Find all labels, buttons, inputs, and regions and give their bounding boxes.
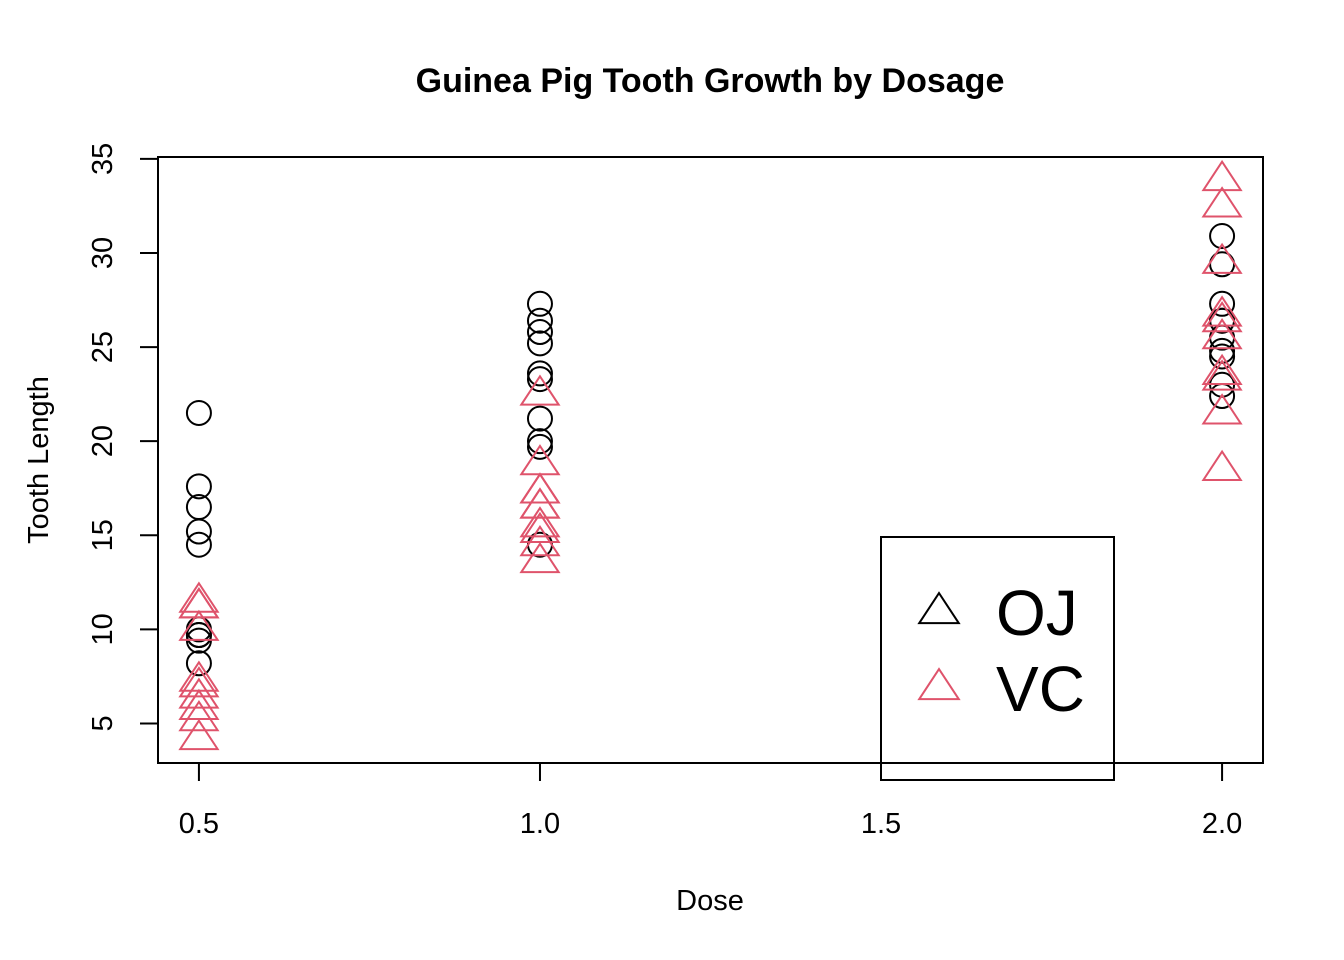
x-tick-label: 0.5: [179, 808, 219, 840]
vc-data-point: [1201, 186, 1243, 218]
chart-title: Guinea Pig Tooth Growth by Dosage: [416, 62, 1005, 100]
vc-data-point: [1201, 159, 1243, 192]
y-tick-label: 25: [87, 331, 119, 363]
oj-data-point: [526, 319, 553, 346]
y-tick-label: 5: [87, 715, 119, 731]
oj-data-point: [526, 360, 553, 387]
vc-data-point: [519, 525, 561, 557]
vc-data-point: [1201, 353, 1243, 385]
vc-data-point: [178, 666, 220, 698]
vc-data-point: [1201, 393, 1243, 425]
vc-data-point: [178, 677, 220, 709]
legend-label-vc: VC: [996, 653, 1085, 725]
vc-data-point: [519, 444, 561, 476]
y-tick-label: 10: [87, 613, 119, 645]
legend-marker-oj: [917, 591, 961, 625]
x-tick-label: 1.0: [520, 808, 560, 840]
oj-data-point: [526, 433, 553, 460]
vc-data-point: [1201, 242, 1243, 274]
vc-data-point: [519, 506, 561, 538]
vc-data-point: [178, 718, 220, 751]
vc-data-point: [1201, 301, 1243, 333]
vc-data-point: [519, 541, 561, 574]
vc-data-point: [1201, 449, 1243, 481]
vc-data-point: [1201, 359, 1243, 391]
oj-data-point: [526, 405, 553, 432]
x-axis-label: Dose: [676, 885, 744, 917]
vc-data-point: [178, 700, 220, 732]
legend-box: [880, 536, 1115, 781]
oj-data-point: [185, 650, 212, 677]
x-tick-label: 1.5: [861, 808, 901, 840]
oj-data-point: [526, 330, 553, 357]
plot-frame: [157, 156, 1264, 764]
oj-data-point: [1209, 337, 1236, 364]
axes-group: 0.5 1.0 1.5 2.0 5 10 15 20 25 30 35: [87, 143, 1242, 840]
oj-data-point: [1209, 223, 1236, 250]
legend-label-oj: OJ: [996, 577, 1078, 649]
vc-data-point: [178, 609, 220, 641]
oj-data-point: [1209, 343, 1236, 370]
oj-data-point: [185, 399, 212, 426]
oj-data-point: [185, 531, 212, 558]
data-points-group: [178, 159, 1243, 751]
vc-data-point: [1201, 295, 1243, 327]
y-tick-label: 15: [87, 519, 119, 551]
vc-data-point: [519, 472, 561, 504]
y-axis-label: Tooth Length: [23, 376, 55, 544]
oj-data-point: [1209, 290, 1236, 317]
y-tick-label: 35: [87, 143, 119, 175]
oj-data-point: [185, 473, 212, 500]
oj-data-point: [526, 307, 553, 334]
oj-data-point: [185, 518, 212, 545]
vc-data-point: [178, 587, 220, 619]
oj-data-point: [185, 622, 212, 649]
y-tick-label: 20: [87, 425, 119, 457]
oj-data-point: [526, 290, 553, 317]
x-tick-label: 2.0: [1202, 808, 1242, 840]
vc-data-point: [178, 688, 220, 720]
oj-data-point: [526, 366, 553, 393]
oj-data-point: [185, 494, 212, 521]
vc-data-point: [1201, 318, 1243, 350]
oj-data-point: [526, 428, 553, 455]
y-tick-label: 30: [87, 237, 119, 269]
vc-data-point: [519, 374, 561, 406]
legend-marker-vc: [917, 667, 961, 701]
